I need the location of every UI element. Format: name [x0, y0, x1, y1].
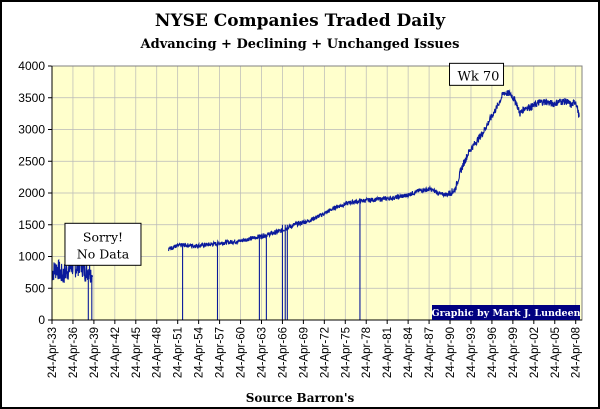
x-tick-label: 24-Apr-66	[277, 327, 289, 378]
x-tick-label: 24-Apr-02	[529, 327, 541, 378]
y-tick-label: 3000	[18, 123, 45, 137]
x-tick-label: 24-Apr-63	[256, 327, 268, 378]
y-tick-label: 4000	[18, 59, 45, 73]
credit-text: Graphic by Mark J. Lundeen	[431, 308, 580, 319]
x-tick-label: 24-Apr-45	[131, 327, 143, 378]
y-tick-label: 2500	[18, 154, 45, 168]
y-tick-label: 500	[25, 281, 45, 295]
y-tick-label: 3500	[18, 91, 45, 105]
x-tick-label: 24-Apr-08	[571, 327, 583, 378]
credit-box	[432, 305, 580, 320]
x-tick-label: 24-Apr-39	[89, 327, 101, 378]
data-line-segment-1	[51, 253, 94, 283]
x-tick-label: 24-Apr-96	[487, 327, 499, 378]
x-tick-label: 24-Apr-99	[508, 327, 520, 378]
x-tick-label: 24-Apr-93	[466, 327, 478, 378]
x-tick-label: 24-Apr-57	[215, 327, 227, 378]
data-line-segment-2	[168, 89, 580, 252]
x-tick-label: 24-Apr-69	[298, 327, 310, 378]
x-tick-label: 24-Apr-48	[152, 327, 164, 378]
no-data-text-2: No Data	[77, 246, 130, 261]
x-tick-label: 24-Apr-78	[361, 327, 373, 378]
no-data-text-1: Sorry!	[83, 229, 123, 244]
x-tick-label: 24-Apr-60	[236, 327, 248, 378]
x-tick-label: 24-Apr-81	[382, 327, 394, 378]
y-tick-label: 1000	[18, 250, 45, 264]
x-tick-label: 24-Apr-87	[424, 327, 436, 378]
x-tick-label: 24-Apr-90	[445, 327, 457, 378]
x-axis-title: Source Barron's	[246, 391, 355, 405]
x-tick-label: 24-Apr-05	[550, 327, 562, 378]
y-tick-label: 1500	[18, 218, 45, 232]
x-tick-label: 24-Apr-54	[194, 326, 206, 378]
x-tick-label: 24-Apr-33	[47, 327, 59, 378]
chart-subtitle: Advancing + Declining + Unchanged Issues	[140, 37, 460, 52]
x-tick-label: 24-Apr-84	[403, 326, 415, 378]
chart-title: NYSE Companies Traded Daily	[155, 11, 446, 31]
x-tick-label: 24-Apr-72	[319, 327, 331, 378]
x-tick-label: 24-Apr-75	[340, 327, 352, 378]
no-data-box	[64, 222, 142, 266]
x-tick-label: 24-Apr-36	[68, 327, 80, 378]
x-tick-label: 24-Apr-42	[110, 327, 122, 378]
week-label-box	[449, 62, 505, 86]
y-tick-label: 2000	[18, 186, 45, 200]
week-label-text: Wk 70	[458, 69, 500, 84]
x-tick-label: 24-Apr-51	[173, 327, 185, 378]
y-tick-label: 0	[38, 313, 45, 327]
